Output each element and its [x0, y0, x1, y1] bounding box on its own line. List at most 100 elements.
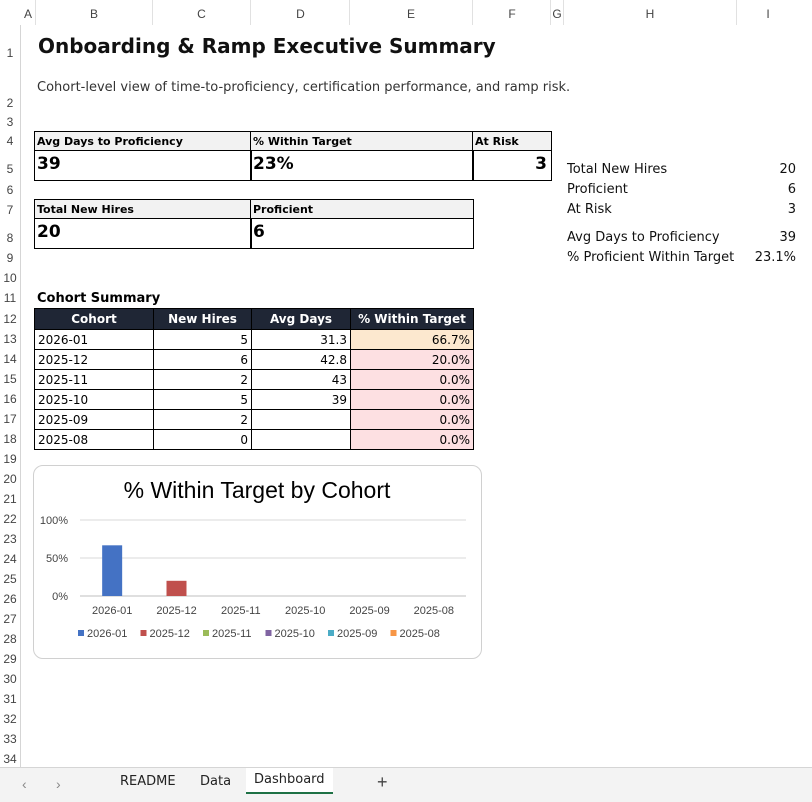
cell-avg-days[interactable]: 42.8: [251, 349, 351, 370]
legend-label[interactable]: 2025-12: [150, 628, 190, 640]
row-header[interactable]: 16: [3, 392, 17, 406]
legend-label[interactable]: 2025-09: [337, 628, 377, 640]
add-sheet-icon[interactable]: +: [377, 772, 388, 792]
row-header[interactable]: 5: [6, 162, 14, 176]
cell-within-target[interactable]: 0.0%: [350, 389, 474, 410]
column-header-new-hires[interactable]: New Hires: [153, 308, 252, 330]
row-header[interactable]: 30: [3, 672, 17, 686]
row-header[interactable]: 17: [3, 412, 17, 426]
row-header[interactable]: 2: [6, 96, 14, 110]
chart-within-target-by-cohort[interactable]: % Within Target by Cohort 100% 50% 0% 2026…: [33, 465, 482, 659]
summary-label-at-risk: At Risk: [567, 202, 612, 217]
cell-cohort[interactable]: 2026-01: [34, 329, 154, 350]
chart-legend: 2026-01 2025-12 2025-11 2025-10 2025-09 2025-…: [78, 628, 440, 640]
tab-readme[interactable]: README: [120, 774, 176, 789]
tab-dashboard[interactable]: Dashboard: [246, 768, 333, 794]
column-header-a[interactable]: A: [23, 7, 32, 21]
row-header[interactable]: 12: [3, 312, 17, 326]
cell-within-target[interactable]: 0.0%: [350, 409, 474, 430]
cell-within-target[interactable]: 66.7%: [350, 329, 474, 350]
cell-new-hires[interactable]: 2: [153, 409, 252, 430]
row-header[interactable]: 22: [3, 512, 17, 526]
row-header[interactable]: 27: [3, 612, 17, 626]
kpi-proficient-card[interactable]: Proficient 6: [250, 199, 474, 249]
row-header[interactable]: 11: [3, 291, 17, 305]
cell-cohort[interactable]: 2025-12: [34, 349, 154, 370]
row-header[interactable]: 15: [3, 372, 17, 386]
cell-new-hires[interactable]: 2: [153, 369, 252, 390]
row-header[interactable]: 28: [3, 632, 17, 646]
column-header-g[interactable]: G: [552, 7, 562, 21]
row-header[interactable]: 21: [3, 492, 17, 506]
cell-avg-days[interactable]: [251, 429, 351, 450]
column-header-cohort[interactable]: Cohort: [34, 308, 154, 330]
cell-new-hires[interactable]: 6: [153, 349, 252, 370]
bar-2026-01[interactable]: [102, 545, 123, 596]
column-header-h[interactable]: H: [645, 7, 655, 21]
tab-data[interactable]: Data: [200, 774, 232, 789]
row-header[interactable]: 13: [3, 332, 17, 346]
row-header[interactable]: 32: [3, 712, 17, 726]
row-header[interactable]: 18: [3, 432, 17, 446]
cell-avg-days[interactable]: 31.3: [251, 329, 351, 350]
column-header-i[interactable]: I: [766, 7, 770, 21]
row-header[interactable]: 29: [3, 652, 17, 666]
column-header-d[interactable]: D: [296, 7, 305, 21]
row-header[interactable]: 26: [3, 592, 17, 606]
kpi-value: 20: [37, 222, 61, 242]
row-header[interactable]: 20: [3, 472, 17, 486]
cell-within-target[interactable]: 20.0%: [350, 349, 474, 370]
page-title: Onboarding & Ramp Executive Summary: [38, 34, 496, 58]
column-header-avg-days[interactable]: Avg Days: [251, 308, 351, 330]
column-divider: [152, 0, 153, 25]
legend-label[interactable]: 2025-08: [400, 628, 440, 640]
cell-within-target[interactable]: 0.0%: [350, 369, 474, 390]
row-header[interactable]: 24: [3, 552, 17, 566]
row-header[interactable]: 10: [3, 271, 17, 285]
legend-swatch: [390, 630, 397, 636]
column-header-b[interactable]: B: [89, 7, 98, 21]
row-header[interactable]: 3: [6, 115, 14, 129]
column-header-f[interactable]: F: [508, 7, 516, 21]
row-header[interactable]: 14: [3, 352, 17, 366]
cell-cohort[interactable]: 2025-09: [34, 409, 154, 430]
kpi-total-new-hires-card[interactable]: Total New Hires 20: [34, 199, 252, 249]
kpi-at-risk-card[interactable]: At Risk 3: [472, 131, 552, 181]
row-header[interactable]: 6: [6, 183, 14, 197]
cell-avg-days[interactable]: 43: [251, 369, 351, 390]
cell-avg-days[interactable]: 39: [251, 389, 351, 410]
legend-swatch: [140, 630, 147, 636]
row-header[interactable]: 23: [3, 532, 17, 546]
row-header[interactable]: 7: [6, 203, 14, 217]
row-header[interactable]: 25: [3, 572, 17, 586]
row-header[interactable]: 34: [3, 752, 17, 766]
row-header[interactable]: 1: [6, 46, 14, 60]
cell-cohort[interactable]: 2025-10: [34, 389, 154, 410]
column-header-c[interactable]: C: [197, 7, 206, 21]
row-header[interactable]: 19: [3, 452, 17, 466]
legend-label[interactable]: 2026-01: [87, 628, 127, 640]
summary-label-pct-within-target: % Proficient Within Target: [567, 250, 735, 265]
column-header-within-target[interactable]: % Within Target: [350, 308, 474, 330]
cell-new-hires[interactable]: 5: [153, 389, 252, 410]
column-header-e[interactable]: E: [406, 7, 415, 21]
row-header[interactable]: 9: [6, 251, 14, 265]
kpi-value: 6: [253, 222, 265, 242]
kpi-avg-days-card[interactable]: Avg Days to Proficiency 39: [34, 131, 252, 181]
cell-new-hires[interactable]: 0: [153, 429, 252, 450]
kpi-within-target-card[interactable]: % Within Target 23%: [250, 131, 474, 181]
prev-sheet-icon[interactable]: ‹: [22, 776, 27, 792]
row-header[interactable]: 8: [6, 231, 14, 245]
bar-2025-12[interactable]: [166, 580, 187, 596]
cell-avg-days[interactable]: [251, 409, 351, 430]
row-header[interactable]: 31: [3, 692, 17, 706]
next-sheet-icon[interactable]: ›: [56, 776, 61, 792]
cell-cohort[interactable]: 2025-08: [34, 429, 154, 450]
legend-label[interactable]: 2025-11: [212, 628, 252, 640]
legend-label[interactable]: 2025-10: [275, 628, 315, 640]
cell-cohort[interactable]: 2025-11: [34, 369, 154, 390]
row-header[interactable]: 33: [3, 732, 17, 746]
cell-new-hires[interactable]: 5: [153, 329, 252, 350]
row-header[interactable]: 4: [6, 134, 14, 148]
cell-within-target[interactable]: 0.0%: [350, 429, 474, 450]
